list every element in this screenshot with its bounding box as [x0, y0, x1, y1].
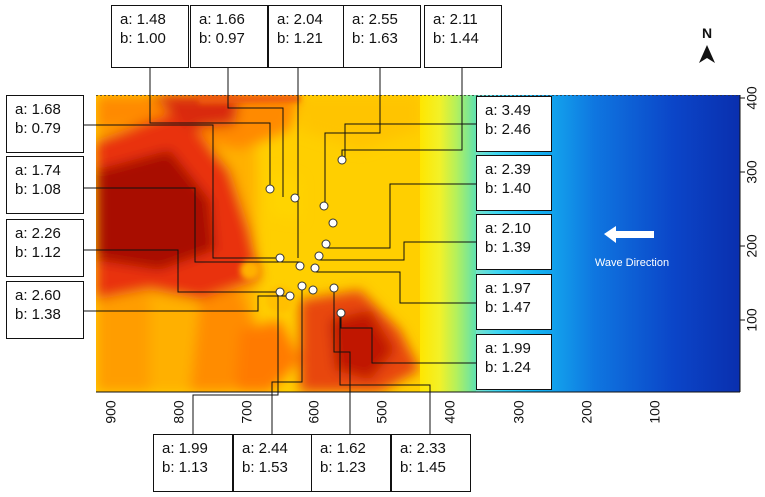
y-tick-300: 300 — [744, 160, 760, 184]
label-a: a: 2.26 — [15, 225, 61, 242]
x-tick-600: 600 — [306, 400, 322, 424]
sample-point[interactable] — [310, 263, 320, 273]
label-right-2: a: 2.39 b: 1.40 — [476, 155, 552, 211]
label-top-3: a: 2.04 b: 1.21 — [268, 5, 346, 68]
label-a: a: 1.62 — [320, 440, 366, 457]
label-top-1: a: 1.48 b: 1.00 — [111, 5, 189, 68]
label-b: b: 1.38 — [15, 306, 61, 323]
label-a: a: 1.48 — [120, 11, 166, 28]
label-b: b: 1.12 — [15, 244, 61, 261]
label-b: b: 2.46 — [485, 121, 531, 138]
x-tick-500: 500 — [374, 400, 390, 424]
label-a: a: 1.66 — [199, 11, 245, 28]
north-label: N — [702, 25, 712, 41]
label-right-1: a: 3.49 b: 2.46 — [476, 96, 552, 152]
label-a: a: 2.39 — [485, 161, 531, 178]
sample-point[interactable] — [275, 253, 285, 263]
label-b: b: 1.08 — [15, 181, 61, 198]
sample-point[interactable] — [314, 251, 324, 261]
y-tick-400: 400 — [744, 86, 760, 110]
label-b: b: 1.45 — [400, 459, 446, 476]
label-b: b: 1.21 — [277, 30, 323, 47]
label-top-5: a: 2.11 b: 1.44 — [424, 5, 502, 68]
y-tick-200: 200 — [744, 234, 760, 258]
sample-point[interactable] — [319, 201, 329, 211]
label-a: a: 2.44 — [242, 440, 288, 457]
label-right-5: a: 1.99 b: 1.24 — [476, 334, 552, 390]
label-bottom-2: a: 2.44 b: 1.53 — [233, 434, 313, 492]
label-a: a: 1.68 — [15, 101, 61, 118]
label-b: b: 1.13 — [162, 459, 208, 476]
label-a: a: 2.55 — [352, 11, 398, 28]
sample-point[interactable] — [328, 218, 338, 228]
label-b: b: 0.79 — [15, 120, 61, 137]
label-b: b: 1.44 — [433, 30, 479, 47]
leader-lines — [84, 68, 476, 434]
sample-points — [265, 155, 347, 318]
label-left-2: a: 1.74 b: 1.08 — [6, 156, 84, 214]
x-tick-900: 900 — [103, 400, 119, 424]
label-a: a: 1.99 — [485, 340, 531, 357]
label-a: a: 1.74 — [15, 162, 61, 179]
sample-point[interactable] — [285, 291, 295, 301]
label-top-4: a: 2.55 b: 1.63 — [343, 5, 421, 68]
label-b: b: 1.00 — [120, 30, 166, 47]
label-b: b: 1.40 — [485, 180, 531, 197]
label-top-2: a: 1.66 b: 0.97 — [190, 5, 268, 68]
sample-point[interactable] — [297, 281, 307, 291]
sample-point[interactable] — [329, 283, 339, 293]
label-a: a: 2.11 — [433, 11, 478, 28]
sample-point[interactable] — [308, 285, 318, 295]
wave-direction-label: Wave Direction — [595, 257, 669, 269]
label-b: b: 0.97 — [199, 30, 245, 47]
label-a: a: 2.04 — [277, 11, 323, 28]
label-left-4: a: 2.60 b: 1.38 — [6, 281, 84, 339]
label-a: a: 2.10 — [485, 220, 531, 237]
north-arrow-icon: N — [699, 25, 715, 63]
label-b: b: 1.23 — [320, 459, 366, 476]
label-b: b: 1.63 — [352, 30, 398, 47]
x-tick-800: 800 — [171, 400, 187, 424]
y-tick-100: 100 — [744, 308, 760, 332]
label-b: b: 1.39 — [485, 239, 531, 256]
label-left-1: a: 1.68 b: 0.79 — [6, 95, 84, 153]
label-bottom-4: a: 2.33 b: 1.45 — [391, 434, 471, 492]
label-b: b: 1.24 — [485, 359, 531, 376]
label-a: a: 1.97 — [485, 280, 531, 297]
sample-point[interactable] — [337, 155, 347, 165]
label-left-3: a: 2.26 b: 1.12 — [6, 219, 84, 277]
label-right-4: a: 1.97 b: 1.47 — [476, 274, 552, 330]
label-bottom-3: a: 1.62 b: 1.23 — [311, 434, 391, 492]
sample-point[interactable] — [265, 184, 275, 194]
label-a: a: 2.33 — [400, 440, 446, 457]
sample-point[interactable] — [336, 308, 346, 318]
x-tick-200: 200 — [579, 400, 595, 424]
sample-point[interactable] — [321, 239, 331, 249]
sample-point[interactable] — [290, 193, 300, 203]
y-axis: 400 300 200 100 — [739, 86, 760, 392]
x-tick-100: 100 — [647, 400, 663, 424]
x-tick-400: 400 — [442, 400, 458, 424]
x-tick-300: 300 — [511, 400, 527, 424]
wave-arrow-icon — [604, 226, 654, 243]
label-b: b: 1.47 — [485, 299, 531, 316]
wave-direction: Wave Direction — [595, 226, 669, 269]
sample-point[interactable] — [295, 261, 305, 271]
label-a: a: 3.49 — [485, 102, 531, 119]
sample-point[interactable] — [275, 287, 285, 297]
label-b: b: 1.53 — [242, 459, 288, 476]
x-axis: 900 800 700 600 500 400 300 200 100 — [96, 391, 740, 424]
label-bottom-1: a: 1.99 b: 1.13 — [153, 434, 233, 492]
label-a: a: 1.99 — [162, 440, 208, 457]
x-tick-700: 700 — [239, 400, 255, 424]
label-a: a: 2.60 — [15, 287, 61, 304]
map-area — [96, 95, 740, 392]
label-right-3: a: 2.10 b: 1.39 — [476, 214, 552, 270]
